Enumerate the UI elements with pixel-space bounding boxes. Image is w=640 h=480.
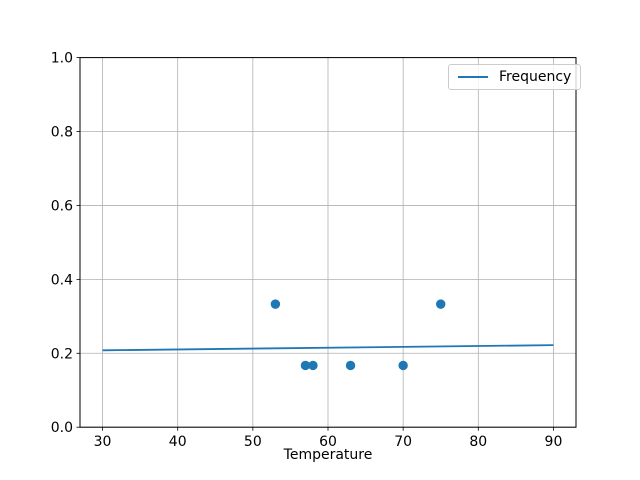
scatter-point	[270, 299, 281, 309]
x-tick-label: 50	[244, 434, 262, 450]
x-tick-label: 70	[394, 434, 412, 450]
x-tick-label: 80	[469, 434, 487, 450]
x-tick-label: 60	[319, 434, 337, 450]
x-tick-label: 30	[94, 434, 112, 450]
x-tick-label: 40	[169, 434, 187, 450]
scatter-point	[436, 299, 446, 309]
scatter-point	[398, 360, 408, 371]
y-tick-label: 0.0	[51, 420, 73, 436]
legend: Frequency	[448, 64, 582, 90]
x-axis-label: Temperature	[283, 447, 373, 463]
x-tick-label: 90	[545, 434, 563, 450]
y-tick-label: 0.4	[51, 272, 73, 288]
y-tick-label: 0.8	[51, 125, 73, 141]
y-tick-label: 0.6	[51, 198, 73, 214]
scatter-point	[300, 360, 311, 371]
y-tick-label: 0.2	[51, 346, 73, 362]
y-tick-label: 1.0	[51, 51, 73, 67]
scatter-point	[308, 360, 318, 371]
frequency-line	[102, 344, 554, 352]
legend-line-sample	[458, 76, 488, 78]
legend-label: Frequency	[499, 69, 572, 85]
scatter-point	[345, 360, 356, 371]
